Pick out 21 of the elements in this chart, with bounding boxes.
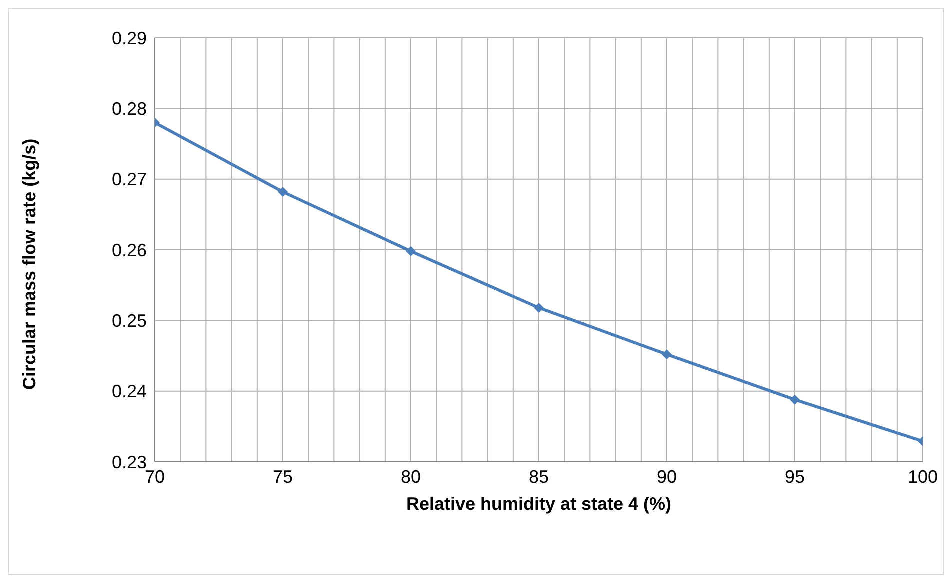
y-tick-label: 0.28 — [112, 99, 147, 120]
point — [662, 350, 672, 360]
point — [534, 302, 544, 313]
point — [406, 246, 416, 256]
x-tick-label: 75 — [272, 466, 294, 487]
x-tick-label: 80 — [400, 466, 422, 487]
point — [790, 394, 800, 405]
x-tick-label: 90 — [656, 466, 678, 487]
y-tick-label: 0.27 — [112, 170, 147, 190]
x-tick-label: 100 — [908, 466, 938, 487]
y-tick-label: 0.29 — [112, 28, 147, 48]
x-tick-label: 95 — [784, 466, 806, 487]
x-axis-title: Relative humidity at state 4 (%) — [406, 494, 672, 514]
y-axis-title: Circular mass flow rate (kg/s) — [19, 138, 40, 390]
x-tick-label: 85 — [528, 466, 550, 487]
y-tick-label: 0.26 — [112, 240, 147, 260]
point — [278, 187, 288, 198]
x-tick-label: 70 — [144, 466, 166, 487]
y-tick-label: 0.25 — [112, 311, 147, 332]
y-tick-label: 0.23 — [112, 452, 147, 472]
y-tick-label: 0.24 — [112, 382, 147, 402]
